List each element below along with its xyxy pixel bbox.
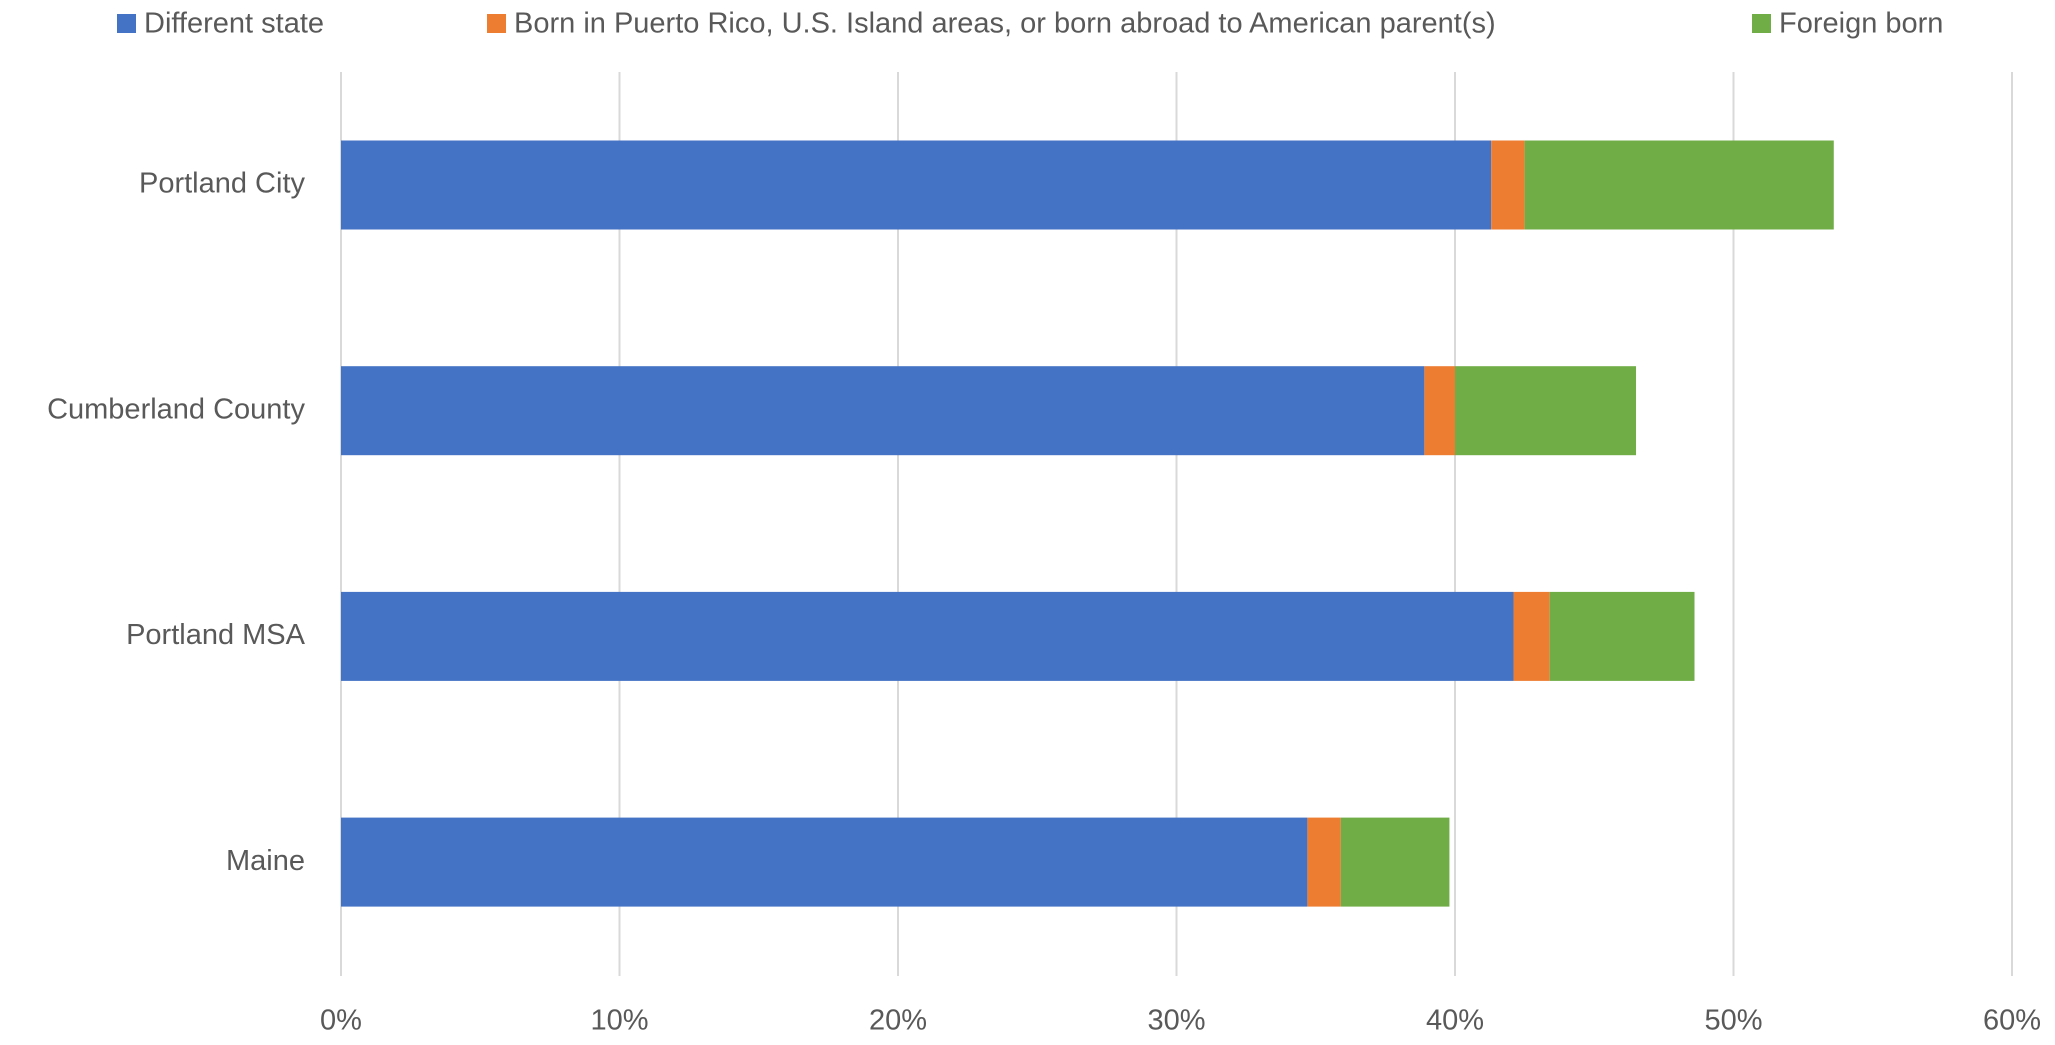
bar-segment <box>1549 591 1695 681</box>
x-tick-label: 0% <box>320 1005 362 1037</box>
bar-segment <box>341 817 1308 907</box>
legend-label: Different state <box>144 8 324 40</box>
y-tick-label: Portland MSA <box>126 619 306 651</box>
bar-segment <box>341 140 1492 230</box>
legend-swatch <box>487 14 506 33</box>
bar-segment <box>1513 591 1550 681</box>
bar-segment <box>1455 366 1637 456</box>
y-tick-label: Cumberland County <box>47 393 305 425</box>
y-tick-label: Portland City <box>139 168 306 200</box>
bar-segment <box>1491 140 1525 230</box>
legend-label: Foreign born <box>1779 8 1943 40</box>
legend-swatch <box>1752 14 1771 33</box>
y-tick-label: Maine <box>226 845 305 877</box>
legend-label: Born in Puerto Rico, U.S. Island areas, … <box>514 8 1496 40</box>
x-tick-label: 50% <box>1704 1005 1762 1037</box>
bar-segment <box>1424 366 1455 456</box>
x-tick-label: 10% <box>590 1005 648 1037</box>
bar-segment <box>1524 140 1834 230</box>
x-tick-label: 40% <box>1426 1005 1484 1037</box>
bar-segment <box>341 366 1425 456</box>
bar-segment <box>341 591 1514 681</box>
x-tick-label: 60% <box>1983 1005 2041 1037</box>
legend-swatch <box>117 14 136 33</box>
bar-segment <box>1307 817 1341 907</box>
bar-segment <box>1340 817 1450 907</box>
x-tick-label: 30% <box>1147 1005 1205 1037</box>
x-tick-label: 20% <box>869 1005 927 1037</box>
